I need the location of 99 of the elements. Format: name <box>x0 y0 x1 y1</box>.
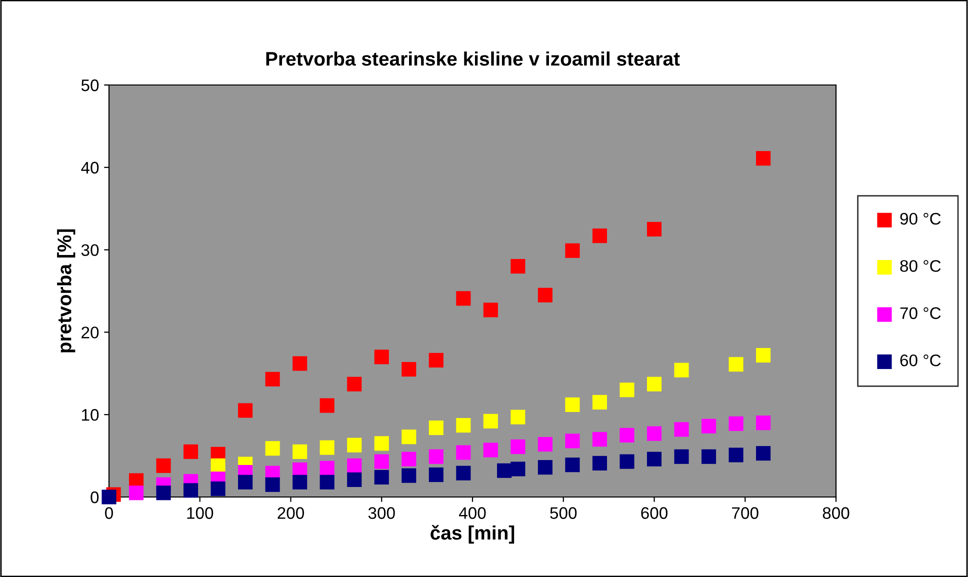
x-tick-label: 200 <box>278 507 304 519</box>
x-tick-label: 100 <box>187 507 214 519</box>
point <box>592 432 608 447</box>
point <box>320 440 334 455</box>
point <box>428 352 444 368</box>
point <box>184 444 198 459</box>
point <box>646 376 662 392</box>
point <box>701 449 716 464</box>
point <box>128 486 144 500</box>
point <box>347 376 362 392</box>
point <box>456 445 471 460</box>
point <box>756 446 771 461</box>
point <box>374 454 389 469</box>
legend-label: 60 °C <box>900 354 941 366</box>
point <box>674 449 689 464</box>
x-tick-label: 500 <box>550 507 577 519</box>
point <box>402 362 416 377</box>
point <box>483 302 498 318</box>
y-axis-title: pretvorba [%] <box>57 229 76 352</box>
point <box>402 430 416 444</box>
point <box>320 460 334 476</box>
point <box>701 418 716 434</box>
x-tick-label: 800 <box>822 507 850 519</box>
point <box>674 422 689 437</box>
point <box>497 463 512 478</box>
point <box>265 441 280 456</box>
x-tick-label: 0 <box>105 507 113 519</box>
legend-label: 90 °C <box>900 212 941 225</box>
point <box>292 444 308 459</box>
point <box>238 403 253 418</box>
point <box>102 490 116 504</box>
point <box>428 420 444 436</box>
point <box>565 397 580 412</box>
point <box>510 410 526 424</box>
point <box>510 462 526 476</box>
chart-title: Pretvorba stearinske kisline v izoamil stearat <box>266 51 680 66</box>
y-tick-label: 0 <box>90 491 99 504</box>
point <box>646 222 662 236</box>
point <box>402 452 416 466</box>
point <box>292 474 308 490</box>
point <box>538 436 552 452</box>
point <box>428 449 444 464</box>
point <box>456 418 471 433</box>
point <box>456 466 471 480</box>
x-tick-label: 300 <box>368 507 395 519</box>
point <box>265 372 280 386</box>
point <box>265 477 280 492</box>
x-tick-label: 700 <box>732 507 758 519</box>
point <box>184 483 198 498</box>
point <box>483 442 498 458</box>
x-tick-label: 400 <box>458 507 486 519</box>
point <box>728 448 744 462</box>
point <box>565 243 580 258</box>
point <box>374 436 389 451</box>
point <box>428 467 444 482</box>
point <box>402 468 416 483</box>
point <box>620 428 634 442</box>
y-tick-label: 40 <box>81 162 99 174</box>
point <box>456 291 471 306</box>
y-tick-label: 50 <box>81 79 99 92</box>
x-axis-title: čas [min] <box>430 525 514 544</box>
point <box>620 454 634 469</box>
point <box>565 434 580 448</box>
point <box>347 472 362 487</box>
point <box>510 258 526 274</box>
point <box>156 458 171 473</box>
point <box>538 288 552 302</box>
legend-label: 70 °C <box>900 307 941 320</box>
y-tick-label: 20 <box>82 326 99 338</box>
point <box>565 458 580 472</box>
y-tick-label: 30 <box>81 244 99 256</box>
point <box>510 439 526 454</box>
point <box>620 382 634 398</box>
point <box>592 228 608 244</box>
x-tick-label: 600 <box>641 507 668 519</box>
point <box>674 362 689 378</box>
point <box>592 456 608 470</box>
point <box>238 474 253 490</box>
point <box>483 414 498 428</box>
point <box>728 357 744 372</box>
point <box>756 416 771 430</box>
y-tick-label: 10 <box>82 409 99 421</box>
point <box>756 348 771 363</box>
point <box>210 481 226 496</box>
point <box>347 438 362 452</box>
point <box>538 460 552 475</box>
point <box>156 486 171 500</box>
legend-label: 80 °C <box>900 260 941 272</box>
point <box>646 426 662 441</box>
point <box>292 356 308 371</box>
point <box>374 470 389 485</box>
point <box>728 416 744 431</box>
point <box>374 350 389 364</box>
point <box>756 151 771 166</box>
point <box>347 458 362 473</box>
point <box>592 394 608 410</box>
point <box>320 398 334 413</box>
point <box>320 474 334 490</box>
point <box>646 452 662 466</box>
